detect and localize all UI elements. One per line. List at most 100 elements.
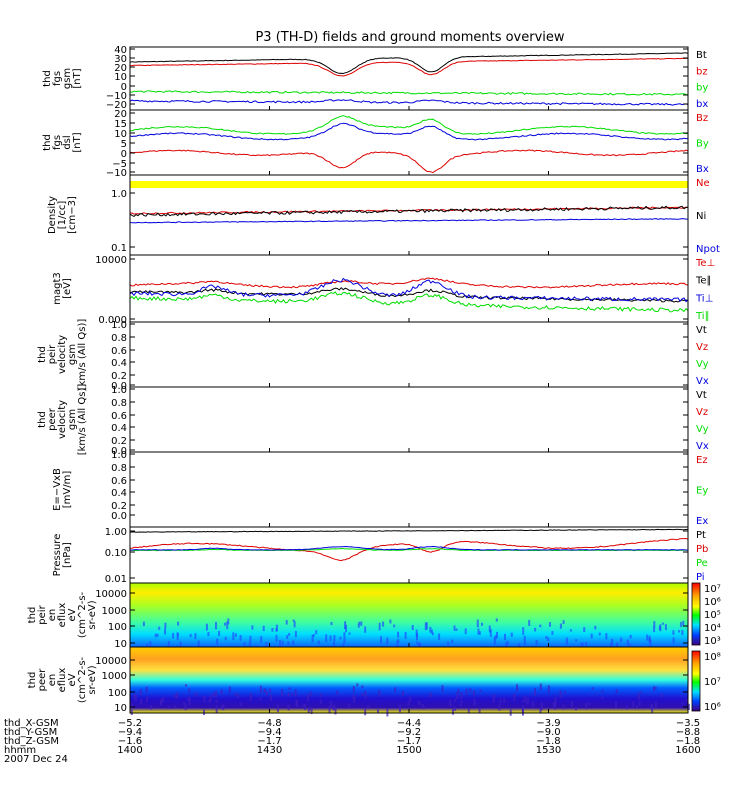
legend-by: by	[696, 83, 708, 94]
panel-ylabel: thd peir en eflux eV (cm^2-s-sr-eV)	[27, 591, 98, 638]
ylabel-line: peer	[47, 407, 58, 431]
spectrogram-cell	[309, 691, 312, 697]
ylabel-line: thd	[27, 672, 38, 689]
spectrogram-cell	[447, 641, 450, 646]
panel-temp: magt3 [eV] 10000 0.000 Te⊥ Te∥ Ti⊥ Ti∥	[52, 254, 715, 326]
legend-Pe: Pe	[696, 558, 708, 569]
spectrogram-cell	[380, 636, 382, 644]
spectrogram-cell	[547, 685, 550, 693]
legend-Vx: Vx	[696, 441, 709, 452]
xaxis-value: −1.8	[536, 736, 560, 747]
spectrogram-cell	[203, 696, 206, 702]
spectrogram-cell	[330, 622, 333, 626]
spectrogram-cell	[232, 632, 235, 640]
spectrogram-cell	[409, 696, 412, 703]
ylabel-line: fgs	[52, 135, 63, 150]
ytick-label: 1.0	[111, 320, 127, 331]
panel-ylabel: thd peer en eflux eV (cm^2-s-sr-eV)	[27, 656, 98, 703]
spectrogram-cell	[319, 699, 322, 704]
xaxis-value: −9.2	[397, 727, 421, 738]
spectrogram-cell	[539, 624, 542, 628]
spectrogram-cell	[473, 698, 476, 706]
spectrogram-cell	[215, 690, 217, 698]
spectrogram-cell	[216, 638, 219, 645]
spectrogram-cell	[481, 622, 483, 626]
ylabel-line: [eV]	[62, 278, 73, 299]
spectrogram-cell	[654, 686, 657, 690]
spectrogram-cell	[288, 687, 291, 690]
spectrogram-cell	[378, 689, 381, 697]
spectrogram-cell	[140, 699, 143, 705]
spectrogram-cell	[562, 620, 565, 624]
series-line-bz	[129, 57, 689, 77]
spectrogram-cell	[315, 630, 318, 635]
spectrogram-cell	[328, 706, 331, 713]
spectrogram-cell	[332, 704, 335, 711]
spectrogram-cell	[616, 642, 618, 649]
xaxis-value: −8.8	[676, 727, 700, 738]
spectrogram-cell	[638, 701, 641, 706]
ylabel-line: en	[47, 609, 58, 622]
xaxis-value: −3.5	[676, 718, 700, 729]
spectrogram-cell	[585, 703, 587, 710]
spectrogram-cell	[228, 686, 231, 693]
spectrogram-cell	[329, 635, 332, 641]
spectrogram-cell	[133, 695, 136, 699]
spectrogram-cell	[164, 627, 167, 635]
spectrogram-cell	[407, 701, 410, 706]
spectrogram-cell	[398, 704, 401, 713]
ytick-label: 0.6	[111, 476, 127, 487]
spectrogram-cell	[221, 705, 223, 710]
ylabel-line: [1/cc]	[57, 201, 68, 230]
flag-band	[130, 181, 688, 188]
spectrogram-cell	[162, 697, 165, 703]
legend-Vt: Vt	[696, 390, 707, 401]
spectrogram-cell	[464, 628, 467, 634]
spectrogram-cell	[610, 642, 612, 648]
spectrogram-cell	[265, 691, 268, 696]
spectrogram-cell	[626, 706, 628, 710]
spectrogram-cell	[356, 683, 359, 687]
spectrogram-cell	[167, 706, 170, 709]
ylabel-line: velocity	[57, 400, 68, 439]
spectrogram-cell	[459, 703, 462, 707]
ytick-label: −10	[106, 168, 127, 179]
legend-Vy: Vy	[696, 359, 709, 370]
spectrogram-cell	[431, 632, 434, 636]
spectrogram-cell	[422, 706, 425, 710]
panel-peer_v: thd peer velocity gsm [km/s (All Qs)] 1.0 0.8 0…	[37, 384, 709, 457]
legend-Vt: Vt	[696, 325, 707, 336]
spectrogram-cell	[534, 688, 536, 696]
ylabel-line: [nPa]	[62, 542, 73, 568]
spectrogram-cell	[203, 709, 205, 715]
ytick-label: 0.0	[111, 511, 127, 522]
spectrogram-cell	[330, 701, 332, 708]
ytick-label: 0.6	[111, 411, 127, 422]
legend-Te⊥: Te⊥	[695, 258, 715, 269]
ylabel-line: thd	[27, 607, 38, 624]
spectrogram-cell	[397, 631, 400, 638]
ytick-label: 10	[114, 72, 127, 83]
spectrogram-cell	[308, 707, 311, 711]
legend-Bx: Bx	[696, 164, 709, 175]
legend-Bz: Bz	[696, 113, 708, 124]
panel-frame	[129, 109, 689, 176]
ytick-label: 0.10	[105, 548, 127, 559]
spectrogram-cell	[312, 634, 315, 637]
panel-pressure: Pressure [nPa] 1.00 0.10 0.01 Pt Pb Pe Pi	[52, 526, 708, 585]
spectrogram-cell	[275, 624, 278, 632]
spectrogram-cell	[682, 620, 685, 626]
spectrogram-cell	[333, 641, 335, 648]
spectrogram-cell	[293, 621, 296, 628]
spectrogram-cell	[678, 630, 681, 633]
spectrogram-cell	[661, 622, 664, 625]
ytick-label: 0	[121, 149, 127, 160]
spectrogram-cell	[288, 633, 291, 636]
spectrogram-cell	[158, 626, 161, 630]
panel-ylabel: magt3 [eV]	[52, 272, 73, 305]
spectrogram-cell	[503, 698, 506, 703]
ytick-label: 0.4	[111, 423, 127, 434]
spectrogram-cell	[234, 692, 237, 696]
spectrogram-cell	[269, 688, 272, 693]
ytick-label: 1000	[102, 606, 127, 617]
